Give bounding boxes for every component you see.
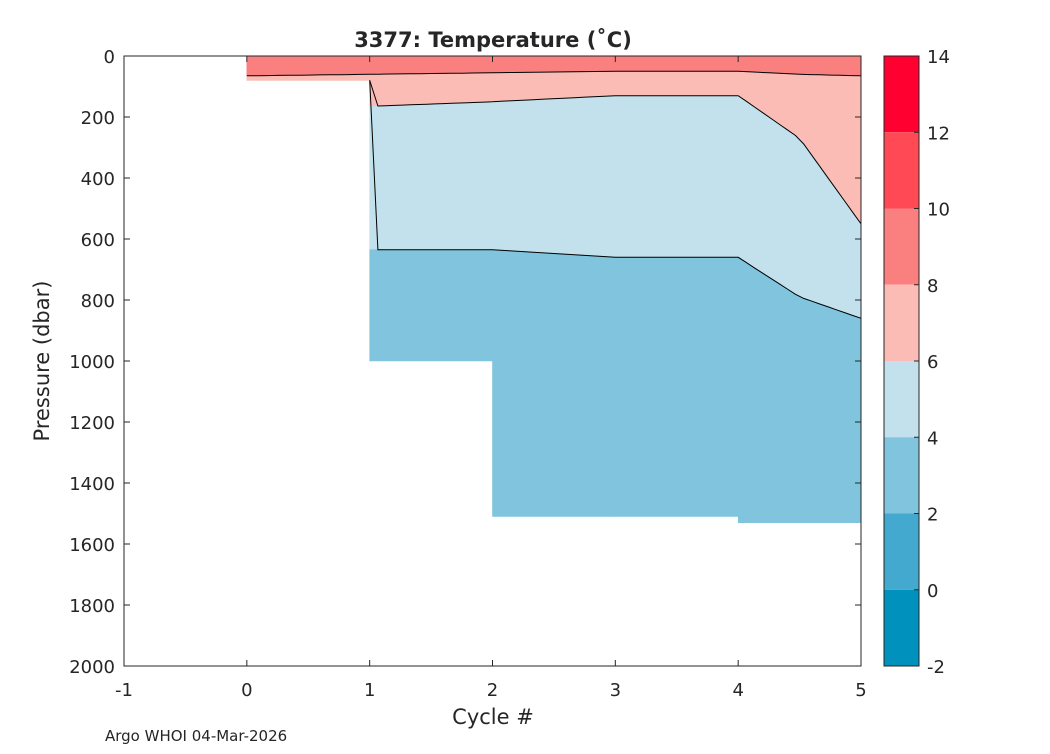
colorbar-tick-label: 0	[927, 581, 938, 602]
temperature-band-cycle-1-layer-1	[369, 72, 493, 107]
colorbar-band-10-to-12	[884, 132, 919, 209]
colorbar-band-6-to-8	[884, 284, 919, 361]
footer-credit: Argo WHOI 04-Mar-2026	[105, 727, 287, 745]
y-tick-label: 1400	[69, 474, 115, 495]
colorbar-band-12-to-14	[884, 56, 919, 133]
temperature-band-cycle-2-layer-0	[492, 56, 616, 74]
x-tick-label: 1	[364, 680, 375, 701]
temperature-band-cycle-1-layer-3	[369, 249, 493, 362]
colorbar-band--2-to-0	[884, 589, 919, 666]
colorbar-band-0-to-2	[884, 513, 919, 590]
colorbar-tick-label: -2	[927, 657, 945, 678]
colorbar-tick-label: 2	[927, 505, 938, 526]
temperature-band-cycle-0-layer-0	[246, 56, 371, 77]
isotherm-6	[369, 80, 861, 225]
colorbar-band-2-to-4	[884, 437, 919, 514]
temperature-band-cycle-3-layer-3	[614, 256, 739, 517]
chart-title: 3377: Temperature (˚C)	[354, 28, 632, 52]
isotherm-lines	[246, 70, 861, 319]
y-tick-label: 0	[104, 47, 115, 68]
temperature-band-cycle-3-layer-2	[614, 95, 739, 258]
isotherm-4	[369, 80, 861, 319]
y-tick-label: 600	[81, 230, 115, 251]
y-tick-label: 200	[81, 108, 115, 129]
x-axis-label: Cycle #	[452, 705, 534, 729]
x-tick-label: -1	[115, 680, 133, 701]
y-tick-label: 800	[81, 291, 115, 312]
y-tick-label: 2000	[69, 657, 115, 678]
colorbar-tick-label: 10	[927, 200, 950, 221]
temperature-band-cycle-2-layer-3	[492, 249, 616, 517]
colorbar-tick-label: 6	[927, 352, 938, 373]
temperature-band-cycle-1-layer-0	[369, 56, 493, 75]
y-axis-ticks: 0 200 400 600 800 1000 1200 1400 1600 1800 2000	[69, 47, 861, 678]
temperature-band-cycle-2-layer-2	[492, 95, 616, 258]
x-tick-label: 0	[241, 680, 252, 701]
colorbar-band-4-to-6	[884, 361, 919, 438]
temperature-band-cycle-3-layer-0	[614, 56, 739, 72]
colorbar-tick-label: 8	[927, 276, 938, 297]
temperature-band-cycle-3-layer-1	[614, 71, 739, 96]
x-axis-ticks: -1 0 1 2 3 4 5	[115, 56, 867, 701]
x-tick-label: 2	[487, 680, 498, 701]
colorbar: 14 12 10 8 6 4 2 0 -2	[883, 47, 950, 678]
y-tick-label: 1200	[69, 413, 115, 434]
y-axis-label: Pressure (dbar)	[30, 281, 54, 442]
isotherm-8	[246, 70, 861, 77]
y-tick-label: 1600	[69, 535, 115, 556]
colorbar-tick-label: 14	[927, 47, 950, 68]
temperature-band-cycle-1-layer-2	[369, 101, 493, 250]
x-tick-label: 3	[610, 680, 621, 701]
colorbar-band-8-to-10	[884, 208, 919, 285]
y-tick-label: 1000	[69, 352, 115, 373]
x-tick-label: 5	[855, 680, 866, 701]
y-tick-label: 400	[81, 169, 115, 190]
y-tick-label: 1800	[69, 596, 115, 617]
temperature-fills	[246, 56, 861, 524]
x-tick-label: 4	[732, 680, 743, 701]
colorbar-tick-label: 4	[927, 428, 938, 449]
colorbar-tick-label: 12	[927, 123, 950, 144]
